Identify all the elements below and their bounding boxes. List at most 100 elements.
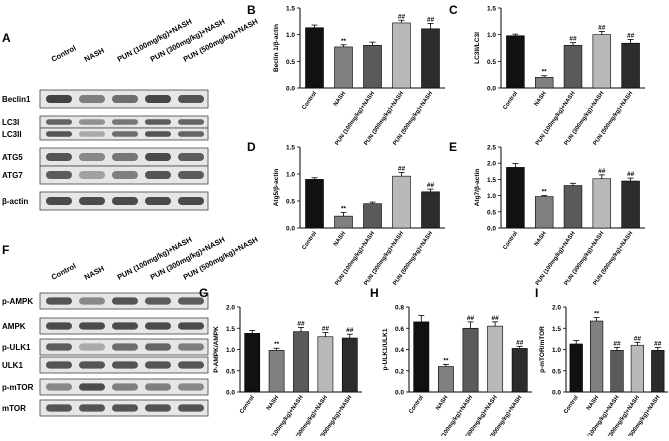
bar <box>334 215 353 229</box>
significance-mark: ## <box>398 165 406 172</box>
blot-band <box>145 343 171 351</box>
bar <box>392 22 411 89</box>
significance-mark: ## <box>322 326 330 333</box>
blot-band <box>79 404 105 412</box>
significance-mark: ## <box>627 171 635 178</box>
bar <box>392 175 411 229</box>
x-tick-label: PUN (100mg/kg)+NASH <box>432 395 474 436</box>
blot-band <box>79 131 105 137</box>
significance-mark: ## <box>427 182 435 189</box>
bar <box>589 320 604 393</box>
blot-band <box>46 404 72 412</box>
chart-e: E 0.0 0.5 1.0 1.5 2.0 2.5 Atg7/β-actin Control **… <box>449 140 645 287</box>
blot-band <box>79 343 105 351</box>
chart-c: C0.00.51.01.5LC3II/LC3IControl**NASH##PU… <box>449 3 645 147</box>
blot-band <box>46 94 72 104</box>
y-tick-label: 0.5 <box>552 368 561 375</box>
x-tick-label: NASH <box>333 231 347 248</box>
significance-mark: ## <box>491 315 499 322</box>
y-tick-label: 1.0 <box>226 347 235 354</box>
significance-mark: ## <box>427 16 435 23</box>
blot-band <box>46 152 72 162</box>
blot-band <box>145 119 171 125</box>
blot-band <box>112 404 138 412</box>
blot-band <box>112 383 138 391</box>
blot-band <box>79 196 105 206</box>
blot-band <box>178 119 204 125</box>
y-tick-label: 1.0 <box>286 172 295 179</box>
panel-letter: F <box>2 243 9 257</box>
x-tick-label: Control <box>563 394 580 415</box>
blot-band <box>112 343 138 351</box>
bar <box>506 167 525 229</box>
y-tick-label: 0.0 <box>286 86 295 93</box>
blot-band <box>79 170 105 180</box>
y-tick-label: 1.5 <box>487 6 496 13</box>
blot-band <box>178 152 204 162</box>
bar <box>334 46 353 89</box>
bar <box>592 178 612 229</box>
y-tick-label: 2.0 <box>552 305 561 312</box>
blot-band <box>79 361 105 369</box>
y-axis-label: LC3II/LC3I <box>474 32 481 64</box>
x-tick-label: PUN (500mg/kg)+NASH <box>312 395 354 436</box>
bar <box>421 28 440 89</box>
bar <box>437 366 454 393</box>
y-axis-label: p-ULK1/ULK1 <box>382 328 389 370</box>
blot-row-label: p-AMPK <box>2 297 33 306</box>
blot-band <box>112 170 138 180</box>
bar <box>421 191 440 229</box>
y-tick-label: 1.5 <box>487 177 496 184</box>
blot-band <box>112 196 138 206</box>
x-tick-label: Control <box>239 394 256 415</box>
x-tick-label: Control <box>502 90 519 111</box>
blot-band <box>46 361 72 369</box>
significance-mark: ** <box>341 205 347 212</box>
blot-band <box>178 94 204 104</box>
bar <box>534 77 554 89</box>
bar <box>487 325 504 393</box>
significance-mark: ## <box>598 168 606 175</box>
blot-band <box>79 152 105 162</box>
chart-h: H 0.0 0.2 0.4 0.6 0.8 p-ULK1/ULK1 Control ** NASH… <box>370 286 532 441</box>
blot-column-label: Control <box>50 261 78 281</box>
blot-band <box>178 383 204 391</box>
x-tick-label: NASH <box>333 91 347 108</box>
significance-mark: ## <box>569 36 577 43</box>
chart-g: G 0.0 0.5 1.0 1.5 2.0 P-AMPK/AMPK Control ** NASH… <box>199 286 362 441</box>
blot-band <box>79 383 105 391</box>
bar <box>506 35 525 89</box>
blot-band <box>145 322 171 330</box>
y-tick-label: 0.4 <box>395 347 404 354</box>
bar <box>610 350 624 393</box>
y-axis-label: p-mTOR/mTOR <box>539 326 546 373</box>
panel-letter: H <box>370 286 379 300</box>
blot-band <box>145 404 171 412</box>
blot-row-label: β-actin <box>2 197 28 206</box>
bar <box>462 327 479 393</box>
blot-row-label: Beclin1 <box>2 95 31 104</box>
bar <box>534 196 554 229</box>
blot-band <box>112 119 138 125</box>
panel-letter: E <box>449 140 457 154</box>
panel-letter: D <box>247 140 256 154</box>
blot-band <box>178 404 204 412</box>
blot-column-label: NASH <box>83 46 106 64</box>
blot-band <box>145 297 171 305</box>
blot-band <box>46 131 72 137</box>
panel-letter: A <box>2 31 11 45</box>
blot-band <box>46 343 72 351</box>
blot-row-label: LC3I <box>2 118 19 127</box>
bar <box>305 27 324 89</box>
blot-band <box>178 297 204 305</box>
blot-band <box>112 94 138 104</box>
blot-band <box>46 322 72 330</box>
significance-mark: ## <box>613 340 621 347</box>
bar <box>569 343 583 393</box>
y-tick-label: 2.0 <box>487 161 496 168</box>
y-tick-label: 0.0 <box>487 86 496 93</box>
y-tick-label: 0.5 <box>286 199 295 206</box>
blot-band <box>145 383 171 391</box>
blot-band <box>79 94 105 104</box>
